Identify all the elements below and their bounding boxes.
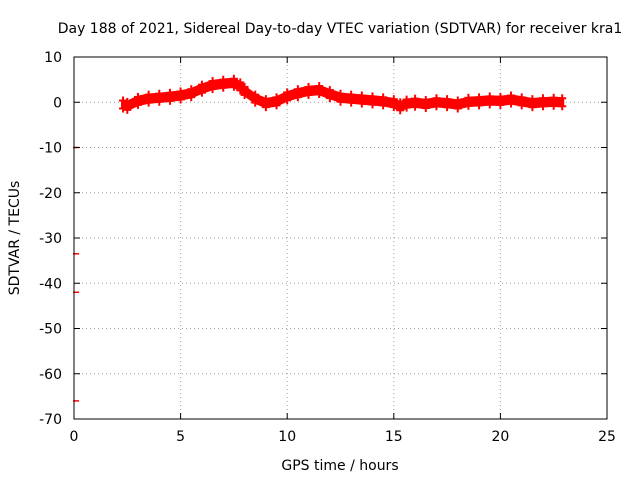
data-point bbox=[208, 77, 217, 94]
data-point bbox=[229, 74, 238, 91]
data-point bbox=[421, 96, 430, 113]
chart-title: Day 188 of 2021, Sidereal Day-to-day VTE… bbox=[58, 21, 623, 37]
y-tick-label: -10 bbox=[39, 141, 62, 157]
data-layer bbox=[73, 74, 567, 402]
x-tick-label: 10 bbox=[278, 429, 296, 445]
x-tick-label: 20 bbox=[491, 429, 509, 445]
data-point bbox=[133, 92, 142, 109]
data-point bbox=[272, 93, 281, 110]
data-point bbox=[443, 95, 452, 112]
data-point bbox=[144, 90, 153, 107]
y-axis-label: SDTVAR / TECUs bbox=[7, 181, 23, 296]
data-point bbox=[176, 87, 185, 104]
data-point bbox=[549, 93, 558, 110]
data-point bbox=[368, 92, 377, 109]
x-tick-label: 25 bbox=[598, 429, 616, 445]
data-point bbox=[336, 89, 345, 106]
x-tick-label: 5 bbox=[176, 429, 185, 445]
data-point bbox=[528, 95, 537, 112]
data-point bbox=[411, 94, 420, 111]
data-point bbox=[464, 93, 473, 110]
data-point bbox=[389, 95, 398, 112]
data-point bbox=[475, 93, 484, 110]
data-point bbox=[539, 94, 548, 111]
data-point bbox=[402, 95, 411, 112]
data-point bbox=[315, 82, 324, 99]
x-axis-label: GPS time / hours bbox=[281, 458, 398, 474]
data-point bbox=[251, 90, 260, 107]
data-point bbox=[293, 85, 302, 102]
y-tick-label: -30 bbox=[39, 231, 62, 247]
data-point bbox=[187, 85, 196, 102]
data-point bbox=[236, 78, 245, 95]
grid-lines bbox=[74, 57, 607, 419]
data-point bbox=[396, 98, 405, 115]
y-tick-label: -40 bbox=[39, 276, 62, 292]
data-point bbox=[261, 95, 270, 112]
x-tick-label: 0 bbox=[70, 429, 79, 445]
data-point bbox=[357, 91, 366, 108]
data-point bbox=[485, 92, 494, 109]
data-point bbox=[304, 82, 313, 99]
axis-ticks: 0 5 10 15 20 25 10 0 -10 -20 -30 -40 -50 -60 -70 bbox=[39, 50, 616, 445]
data-point bbox=[325, 86, 334, 103]
y-tick-label: 0 bbox=[53, 95, 62, 111]
data-point bbox=[123, 97, 132, 114]
data-point bbox=[283, 88, 292, 105]
data-point bbox=[379, 93, 388, 110]
data-point bbox=[517, 93, 526, 110]
data-point bbox=[347, 90, 356, 107]
data-point bbox=[558, 94, 567, 111]
y-tick-label: -20 bbox=[39, 186, 62, 202]
data-point bbox=[197, 80, 206, 97]
y-tick-label: -50 bbox=[39, 322, 62, 338]
data-point bbox=[119, 96, 128, 113]
y-tick-label: -70 bbox=[39, 412, 62, 428]
x-tick-label: 15 bbox=[385, 429, 403, 445]
data-point bbox=[165, 88, 174, 105]
data-point bbox=[219, 75, 228, 92]
data-point bbox=[432, 94, 441, 111]
data-point bbox=[496, 92, 505, 109]
y-tick-label: -60 bbox=[39, 367, 62, 383]
y-tick-label: 10 bbox=[44, 50, 62, 66]
plot-frame bbox=[73, 56, 608, 420]
data-point bbox=[453, 96, 462, 113]
data-point bbox=[507, 91, 516, 108]
data-point bbox=[155, 89, 164, 106]
data-point bbox=[240, 82, 249, 99]
